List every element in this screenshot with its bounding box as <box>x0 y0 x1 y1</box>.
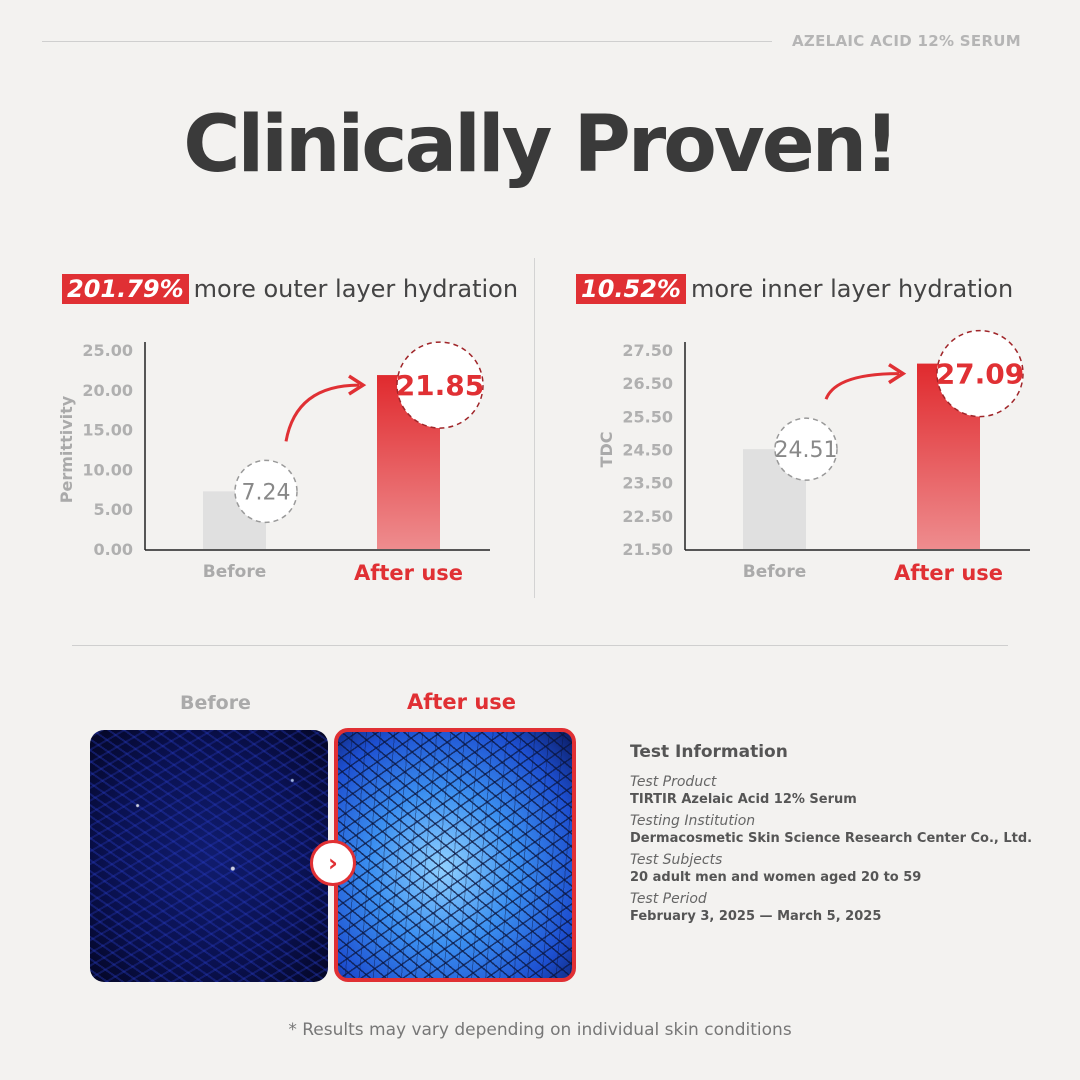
page-title: Clinically Proven! <box>183 100 899 190</box>
value-circle <box>396 341 484 429</box>
chart-inner-hydration: 27.50 26.50 25.50 24.50 23.50 22.50 21.50 TDC Be… <box>597 329 1030 585</box>
value-circle <box>234 459 298 524</box>
value-circle <box>774 417 838 481</box>
chart2-headline-text: more inner layer hydration <box>690 275 1014 303</box>
y-tick-label: 27.50 <box>622 341 673 360</box>
after-image-label: After use <box>407 690 517 714</box>
x-tick-label: Before <box>743 562 806 582</box>
x-tick-label: After use <box>354 561 463 585</box>
test-subjects-value: 20 adult men and women aged 20 to 59 <box>630 870 922 885</box>
skin-after-image <box>334 728 576 982</box>
y-tick-label: 25.50 <box>622 407 673 426</box>
skin-before-image <box>90 730 328 982</box>
chart1-headline: 201.79% more outer layer hydration <box>62 274 519 304</box>
test-period-value: February 3, 2025 — March 5, 2025 <box>630 909 882 924</box>
arrow-curve <box>824 372 900 400</box>
y-tick-label: 25.00 <box>82 341 133 360</box>
disclaimer-note: * Results may vary depending on individu… <box>288 1020 792 1040</box>
test-information: Test Information Test Product TIRTIR Aze… <box>630 742 1032 924</box>
y-tick-label: 22.50 <box>622 507 673 526</box>
y-tick-label: 21.50 <box>622 540 673 559</box>
arrow-head-icon <box>888 363 907 385</box>
testing-institution-value: Dermacosmetic Skin Science Research Cent… <box>630 831 1033 846</box>
chevron-right-icon: › <box>310 840 356 886</box>
arrow-head-icon <box>348 374 367 396</box>
x-tick-label: Before <box>203 562 266 582</box>
y-tick-label: 24.50 <box>622 441 673 460</box>
brand-label: AZELAIC ACID 12% SERUM <box>792 32 1022 50</box>
y-axis-label: Permittivity <box>57 395 76 503</box>
chart-outer-hydration: 25.00 20.00 15.00 10.00 5.00 0.00 Permittivity… <box>57 341 490 585</box>
chart1-headline-text: more outer layer hydration <box>193 275 519 303</box>
test-product-key: Test Product <box>630 774 717 790</box>
chart1-badge: 201.79% <box>62 274 189 304</box>
middle-divider <box>72 645 1008 646</box>
test-subjects-key: Test Subjects <box>630 852 723 868</box>
testing-institution-key: Testing Institution <box>630 813 756 829</box>
data-label: 21.85 <box>396 369 485 402</box>
y-tick-label: 20.00 <box>82 381 133 400</box>
test-product-value: TIRTIR Azelaic Acid 12% Serum <box>630 792 857 807</box>
y-tick-label: 10.00 <box>82 460 133 479</box>
data-label: 24.51 <box>775 438 838 463</box>
before-image-label: Before <box>180 692 251 714</box>
chart2-headline: 10.52% more inner layer hydration <box>576 274 1014 304</box>
y-tick-label: 26.50 <box>622 374 673 393</box>
top-divider <box>42 41 772 42</box>
data-label: 27.09 <box>936 358 1025 391</box>
vertical-divider <box>534 258 535 598</box>
test-info-title: Test Information <box>630 742 788 762</box>
test-period-key: Test Period <box>630 891 707 907</box>
y-tick-label: 5.00 <box>94 500 133 519</box>
chart2-badge: 10.52% <box>576 274 686 304</box>
value-circle <box>936 329 1024 418</box>
y-tick-label: 15.00 <box>82 421 133 440</box>
y-tick-label: 23.50 <box>622 474 673 493</box>
arrow-curve <box>284 383 360 442</box>
y-tick-label: 0.00 <box>94 540 133 559</box>
x-tick-label: After use <box>894 561 1003 585</box>
y-axis-label: TDC <box>597 432 616 468</box>
data-label: 7.24 <box>242 480 291 505</box>
